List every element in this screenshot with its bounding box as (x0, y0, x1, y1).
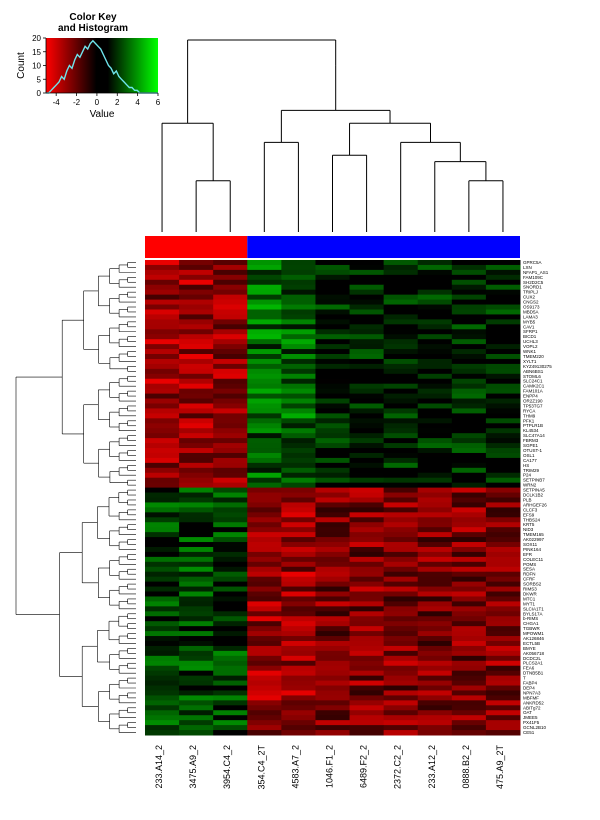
key-y-label: Count (16, 52, 27, 79)
color-key-title: Color Keyand Histogram (58, 12, 128, 34)
key-y-tick: 0 (37, 89, 42, 98)
col-label: 233.A12_2 (427, 745, 437, 789)
color-key-gradient (46, 38, 158, 93)
key-y-tick: 10 (32, 62, 41, 71)
key-y-tick: 15 (32, 48, 41, 57)
row-labels: GPRC5ALXNNFAP1_AS1FAM109CSH2D2C5SNORD1TR… (523, 260, 552, 735)
col-labels: 233.A14_2 3475.A9_2 3954.C4_2 354.C4_2T 4583… (154, 744, 505, 789)
group-bar (145, 236, 247, 258)
key-x-tick: -4 (53, 98, 61, 107)
row-label: CE51 (523, 730, 535, 735)
col-label: 4583.A7_2 (290, 745, 300, 789)
col-label: 0888.B2_2 (461, 745, 471, 789)
key-x-tick: -2 (73, 98, 81, 107)
key-y-tick: 5 (37, 75, 42, 84)
key-x-tick: 4 (135, 98, 140, 107)
group-bar (247, 236, 520, 258)
key-x-tick: 2 (115, 98, 120, 107)
col-dendrogram (162, 40, 503, 232)
col-label: 3475.A9_2 (188, 745, 198, 789)
col-label: 2372.C2_2 (393, 745, 403, 789)
col-label: 475.A9_2T (495, 745, 505, 790)
col-label: 3954.C4_2 (222, 745, 232, 789)
col-label: 233.A14_2 (154, 745, 164, 789)
row-label: DTNB5B1 (523, 671, 544, 676)
row-dendrogram (16, 262, 136, 732)
col-label: 1046.F1_2 (325, 745, 335, 788)
col-label: 6489.F2_2 (359, 745, 369, 788)
col-label: 354.C4_2T (256, 744, 266, 789)
key-x-label: Value (90, 109, 115, 120)
key-y-tick: 20 (32, 34, 41, 43)
key-x-tick: 0 (95, 98, 100, 107)
heatmap (145, 260, 521, 736)
key-x-tick: 6 (156, 98, 161, 107)
